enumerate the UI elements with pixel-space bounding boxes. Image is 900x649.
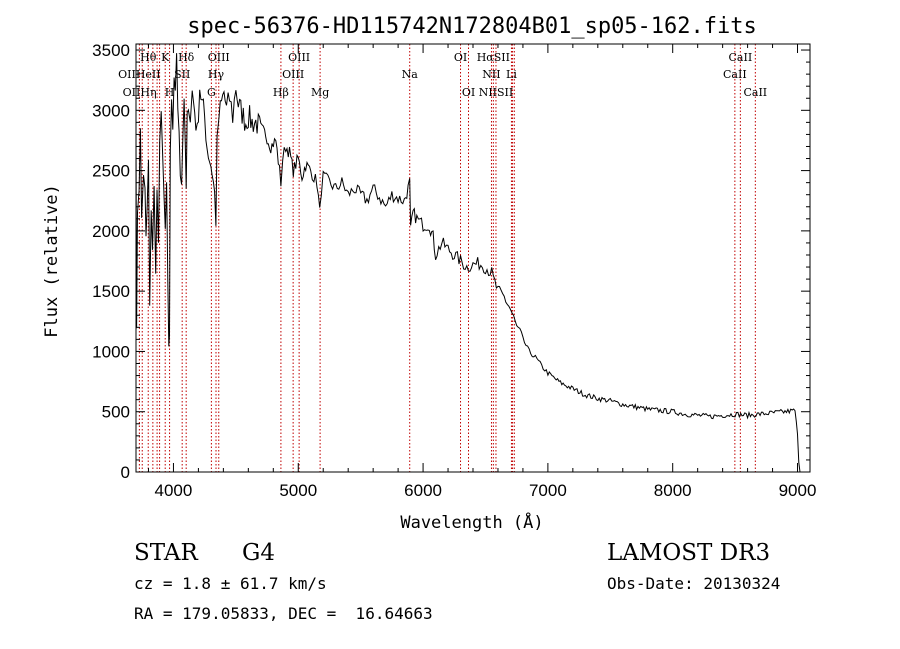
line-label: Hδ xyxy=(178,51,195,64)
x-axis: 4000 5000 6000 7000 8000 9000 xyxy=(147,44,817,500)
line-label: Hγ xyxy=(208,68,225,81)
object-subclass: G4 xyxy=(242,540,276,566)
line-label: HαSII xyxy=(477,51,510,64)
line-label: H xyxy=(165,86,175,99)
y-tick-label: 0 xyxy=(121,463,130,482)
redshift-text: cz = 1.8 ± 61.7 km/s xyxy=(134,574,327,593)
x-tick-label: 8000 xyxy=(654,481,692,500)
line-label: Hβ xyxy=(273,86,289,99)
y-tick-label: 2000 xyxy=(92,222,130,241)
line-label: NII xyxy=(482,68,500,81)
line-label: SII xyxy=(174,68,190,81)
y-tick-label: 1000 xyxy=(92,342,130,361)
y-tick-label: 500 xyxy=(102,403,130,422)
line-label: OIIHeII xyxy=(118,68,161,81)
line-label: OIIHη xyxy=(123,86,157,99)
line-label: OIII xyxy=(288,51,310,64)
line-label: OI xyxy=(462,86,475,99)
survey-name: LAMOST DR3 xyxy=(607,540,771,566)
coordinates: RA = 179.05833, DEC = 16.64663 xyxy=(134,604,433,623)
y-axis-label: Flux (relative) xyxy=(42,184,62,338)
line-labels: Hθ K Hδ OIII OIII OI HαSII CaII OIIHeII SII Hγ OIII… xyxy=(118,51,767,99)
y-tick-label: 1500 xyxy=(92,282,130,301)
x-tick-label: 9000 xyxy=(779,481,817,500)
plot-frame xyxy=(135,43,811,473)
line-label: K xyxy=(161,51,170,64)
x-axis-label: Wavelength (Å) xyxy=(400,511,543,533)
x-tick-label: 5000 xyxy=(279,481,317,500)
line-label: Mg xyxy=(311,86,329,99)
y-axis: 0 500 1000 1500 2000 2500 3000 3500 xyxy=(92,41,810,482)
line-label: OIII xyxy=(208,51,230,64)
line-label: G xyxy=(207,86,216,99)
y-tick-label: 3500 xyxy=(92,41,130,60)
obs-date: Obs-Date: 20130324 xyxy=(607,574,781,593)
x-tick-label: 7000 xyxy=(529,481,567,500)
y-tick-label: 2500 xyxy=(92,162,130,181)
line-label: CaII xyxy=(743,86,767,99)
line-label: OI xyxy=(454,51,467,64)
line-label: OIII xyxy=(282,68,304,81)
line-label: NIISII xyxy=(479,86,514,99)
spectrum-series-line xyxy=(135,53,801,473)
object-class: STAR xyxy=(134,540,198,566)
line-label: CaII xyxy=(723,68,747,81)
chart-title: spec-56376-HD115742N172804B01_sp05-162.f… xyxy=(187,14,757,39)
x-tick-label: 6000 xyxy=(404,481,442,500)
y-tick-label: 3000 xyxy=(92,101,130,120)
line-label: Na xyxy=(402,68,419,81)
line-label: CaII xyxy=(729,51,753,64)
line-label: Li xyxy=(506,68,517,81)
x-tick-label: 4000 xyxy=(155,481,193,500)
line-label: Hθ xyxy=(140,51,157,64)
